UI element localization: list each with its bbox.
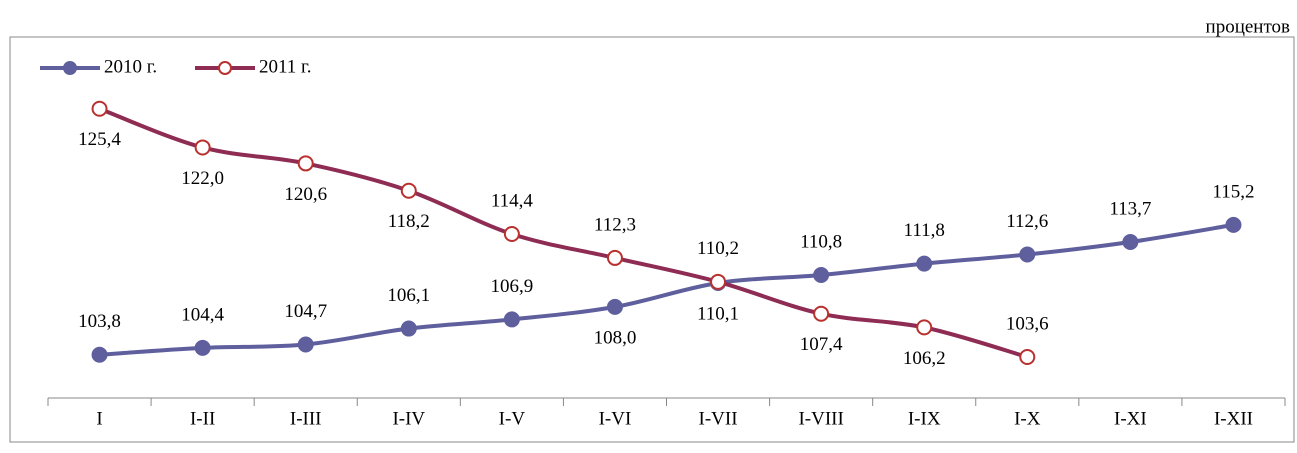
marker <box>916 319 933 336</box>
frame <box>9 36 1295 443</box>
marker <box>503 226 520 243</box>
marker <box>916 255 933 272</box>
legend-marker <box>218 61 232 75</box>
x-tick-label: I-XII <box>1214 408 1253 429</box>
data-label: 111,8 <box>904 220 945 241</box>
series-line <box>98 106 1028 359</box>
marker <box>297 336 314 353</box>
data-label: 106,2 <box>903 348 946 369</box>
marker <box>1225 216 1242 233</box>
data-label: 110,2 <box>697 238 739 259</box>
x-tick-label: I-X <box>1014 408 1041 429</box>
data-label: 112,6 <box>1006 211 1048 232</box>
marker <box>1019 349 1036 366</box>
data-label: 112,3 <box>594 214 636 235</box>
data-label: 107,4 <box>800 334 843 355</box>
marker <box>710 273 727 290</box>
marker <box>297 155 314 172</box>
marker <box>1019 246 1036 263</box>
data-label: 114,4 <box>491 190 534 211</box>
data-label: 106,1 <box>387 285 430 306</box>
series-line <box>99 222 1234 357</box>
data-label: 103,8 <box>78 311 121 332</box>
data-label: 104,7 <box>284 301 327 322</box>
x-tick-label: I-V <box>499 408 526 429</box>
marker <box>91 100 108 117</box>
legend-label: 2011 г. <box>259 56 311 77</box>
marker <box>194 339 211 356</box>
x-tick-label: I-III <box>290 408 322 429</box>
marker <box>400 320 417 337</box>
data-label: 122,0 <box>181 168 224 189</box>
x-tick-label: I-VII <box>699 408 738 429</box>
x-tick-label: I-II <box>190 408 215 429</box>
x-tick-label: I <box>96 408 102 429</box>
data-label: 125,4 <box>78 129 121 150</box>
x-tick-label: I-IX <box>908 408 941 429</box>
data-label: 108,0 <box>594 327 637 348</box>
data-label: 115,2 <box>1212 181 1254 202</box>
marker <box>813 267 830 284</box>
marker <box>1122 233 1139 250</box>
marker <box>400 182 417 199</box>
data-label: 113,7 <box>1109 198 1151 219</box>
data-label: 110,1 <box>697 303 739 324</box>
legend-marker <box>63 61 77 75</box>
x-tick-label: I-IV <box>392 408 425 429</box>
data-label: 120,6 <box>284 184 327 205</box>
legend-label: 2010 г. <box>104 56 157 77</box>
marker <box>813 305 830 322</box>
x-tick-label: I-XI <box>1114 408 1147 429</box>
marker <box>503 311 520 328</box>
marker <box>194 139 211 156</box>
data-label: 110,8 <box>800 231 842 252</box>
data-label: 118,2 <box>388 211 430 232</box>
marker <box>91 346 108 363</box>
data-label: 103,6 <box>1006 313 1049 334</box>
marker <box>606 249 623 266</box>
data-label: 106,9 <box>491 276 534 297</box>
x-tick-label: I-VI <box>599 408 632 429</box>
unit-label: процентов <box>1206 16 1290 37</box>
marker <box>606 298 623 315</box>
x-tick-label: I-VIII <box>798 408 843 429</box>
data-label: 104,4 <box>181 304 224 325</box>
